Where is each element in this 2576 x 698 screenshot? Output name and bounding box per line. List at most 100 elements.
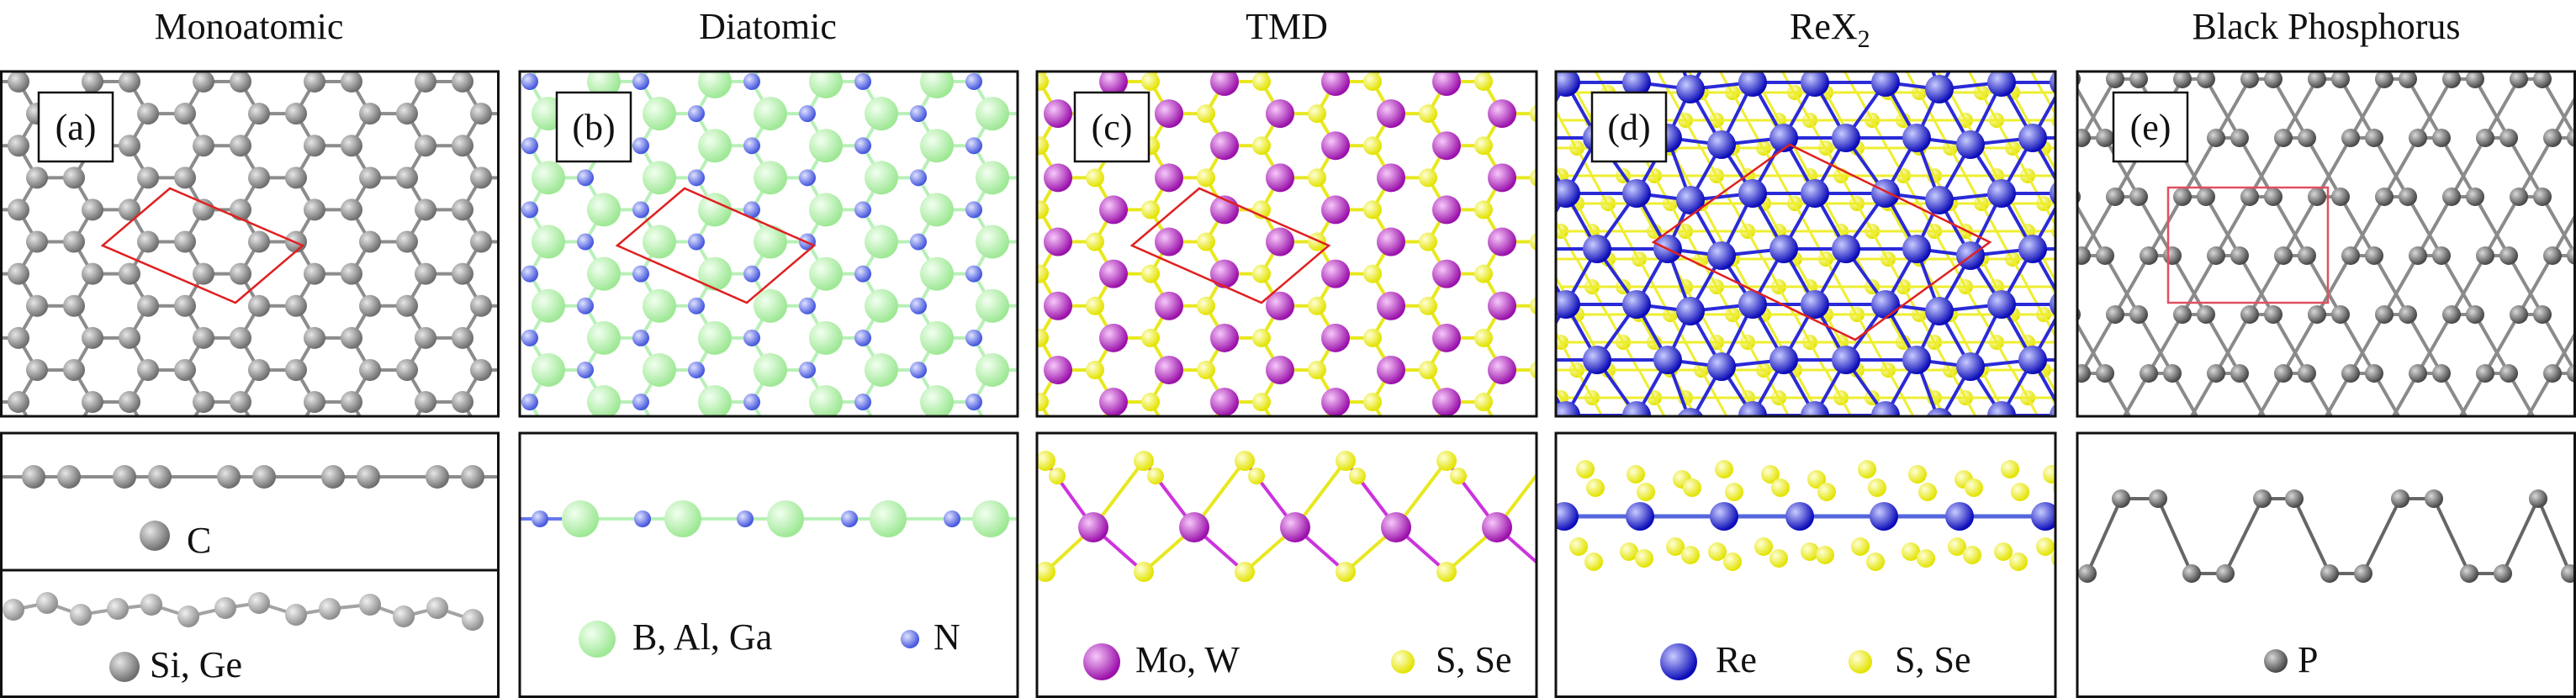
chalcogen-atom <box>1086 296 1104 315</box>
carbon-bond <box>407 18 426 50</box>
chalcogen-bond <box>1964 174 1982 205</box>
chalcogen-bond <box>2011 313 2029 344</box>
chalcogen-bond <box>1684 230 1702 261</box>
chalcogen-bond <box>2059 342 2074 370</box>
phosphorus-atom <box>2129 188 2148 206</box>
chalcogen-bond <box>1700 368 1718 399</box>
phosphorus-atom <box>2274 129 2293 147</box>
chalcogen-atom <box>1616 446 1631 461</box>
phosphorus-atom <box>2499 11 2518 29</box>
nitrogen-atom <box>1021 41 1038 58</box>
phosphorus-atom <box>2078 564 2097 583</box>
carbon-atom <box>304 391 325 414</box>
tmd-bond <box>1484 0 1502 18</box>
metal-atom <box>1543 3 1572 32</box>
phosphorus-atom <box>2466 305 2484 324</box>
boron-atom <box>809 320 843 355</box>
nitrogen-atom <box>355 489 372 506</box>
boron-atom <box>920 129 954 163</box>
phosphorus-bond <box>2272 313 2309 375</box>
carbon-atom <box>618 359 640 381</box>
carbon-atom <box>63 230 85 253</box>
boron-atom <box>365 1 399 34</box>
chalcogen-atom <box>1723 553 1742 571</box>
column-title-tmd: TMD <box>1246 6 1328 47</box>
rhenium-atom <box>1556 401 1580 416</box>
phosphorus-atom <box>2140 364 2158 383</box>
chalcogen-bond <box>2106 426 2121 453</box>
chalcogen-atom <box>1436 562 1457 582</box>
metal-atom <box>766 131 795 160</box>
tmd-bond <box>873 466 891 498</box>
metal-atom <box>1044 99 1072 129</box>
rhenium-atom <box>2050 404 2055 416</box>
rhenium-atom <box>1521 457 1549 485</box>
phosphorus-atom <box>2543 129 2562 147</box>
carbon-atom <box>148 465 172 489</box>
bn-bond <box>1140 18 1159 50</box>
rhenium-bond <box>2095 415 2134 471</box>
chalcogen-atom <box>1620 542 1638 561</box>
bn-bond <box>530 18 548 50</box>
chalcogen-atom <box>2145 57 2160 72</box>
chalcogen-atom <box>1740 501 1755 516</box>
rhenium-atom <box>1676 297 1705 325</box>
chalcogen-atom <box>1037 562 1055 582</box>
chalcogen-bond <box>2168 426 2183 453</box>
phosphorus-atom <box>2096 11 2114 29</box>
phosphorus-atom <box>2409 364 2427 383</box>
chalcogen-atom <box>2176 446 2191 461</box>
nitrogen-atom <box>1076 394 1093 410</box>
chalcogen-bond <box>2183 231 2198 259</box>
chalcogen-atom <box>1930 71 1939 72</box>
phosphorus-atom <box>2207 364 2225 383</box>
rhenium-atom <box>1556 290 1580 319</box>
metal-atom <box>1377 99 1405 129</box>
chalcogen-bond <box>1841 453 1856 481</box>
nitrogen-atom <box>743 329 760 346</box>
chalcogen-bond <box>1870 341 1889 372</box>
nitrogen-atom <box>577 297 594 315</box>
panel-label-e: (e) <box>2130 107 2171 148</box>
chalcogen-atom <box>2176 501 2191 516</box>
phosphorus-atom <box>2543 246 2562 265</box>
chalcogen-bond <box>1637 313 1656 344</box>
chalcogen-atom <box>2113 335 2129 350</box>
chalcogen-atom <box>1530 168 1537 187</box>
nitrogen-atom <box>1132 489 1149 506</box>
carbon-bond <box>463 0 481 18</box>
boron-atom <box>920 193 954 227</box>
rhenium-atom <box>1902 235 1931 263</box>
metal-atom <box>988 452 1017 480</box>
chalcogen-atom <box>1681 546 1700 564</box>
tmd-bond <box>984 50 1002 82</box>
metal-atom <box>1266 355 1294 384</box>
metal-atom <box>1155 163 1183 193</box>
phosphorus-bond <box>2077 204 2107 257</box>
metal-atom <box>877 388 906 416</box>
bn-bond <box>641 434 659 466</box>
boron-atom <box>254 65 288 98</box>
carbon-atom <box>396 358 418 381</box>
chalcogen-bond <box>2059 287 2074 315</box>
chalcogen-bond <box>1933 119 1951 150</box>
chalcogen-bond <box>1764 426 1779 453</box>
metal-atom <box>1543 131 1572 160</box>
carbon-atom <box>82 326 103 349</box>
phosphorus-bond <box>2080 195 2117 257</box>
phosphorus-bond <box>2416 77 2453 140</box>
bn-bond <box>918 434 937 466</box>
chalcogen-bond <box>2090 176 2105 204</box>
chalcogen-atom <box>1725 483 1743 501</box>
phosphorus-bond <box>2113 254 2150 316</box>
boron-atom <box>309 225 343 259</box>
phosphorus-atom <box>2391 489 2409 508</box>
phosphorus-atom <box>2442 71 2461 88</box>
chalcogen-atom <box>1252 264 1271 283</box>
chalcogen-bond <box>1855 91 1874 122</box>
carbon-atom <box>82 391 103 414</box>
nitrogen-atom <box>1021 169 1038 186</box>
chalcogen-atom <box>1248 468 1265 484</box>
chalcogen-bond <box>1980 368 1998 399</box>
chalcogen-bond <box>1606 202 1625 233</box>
